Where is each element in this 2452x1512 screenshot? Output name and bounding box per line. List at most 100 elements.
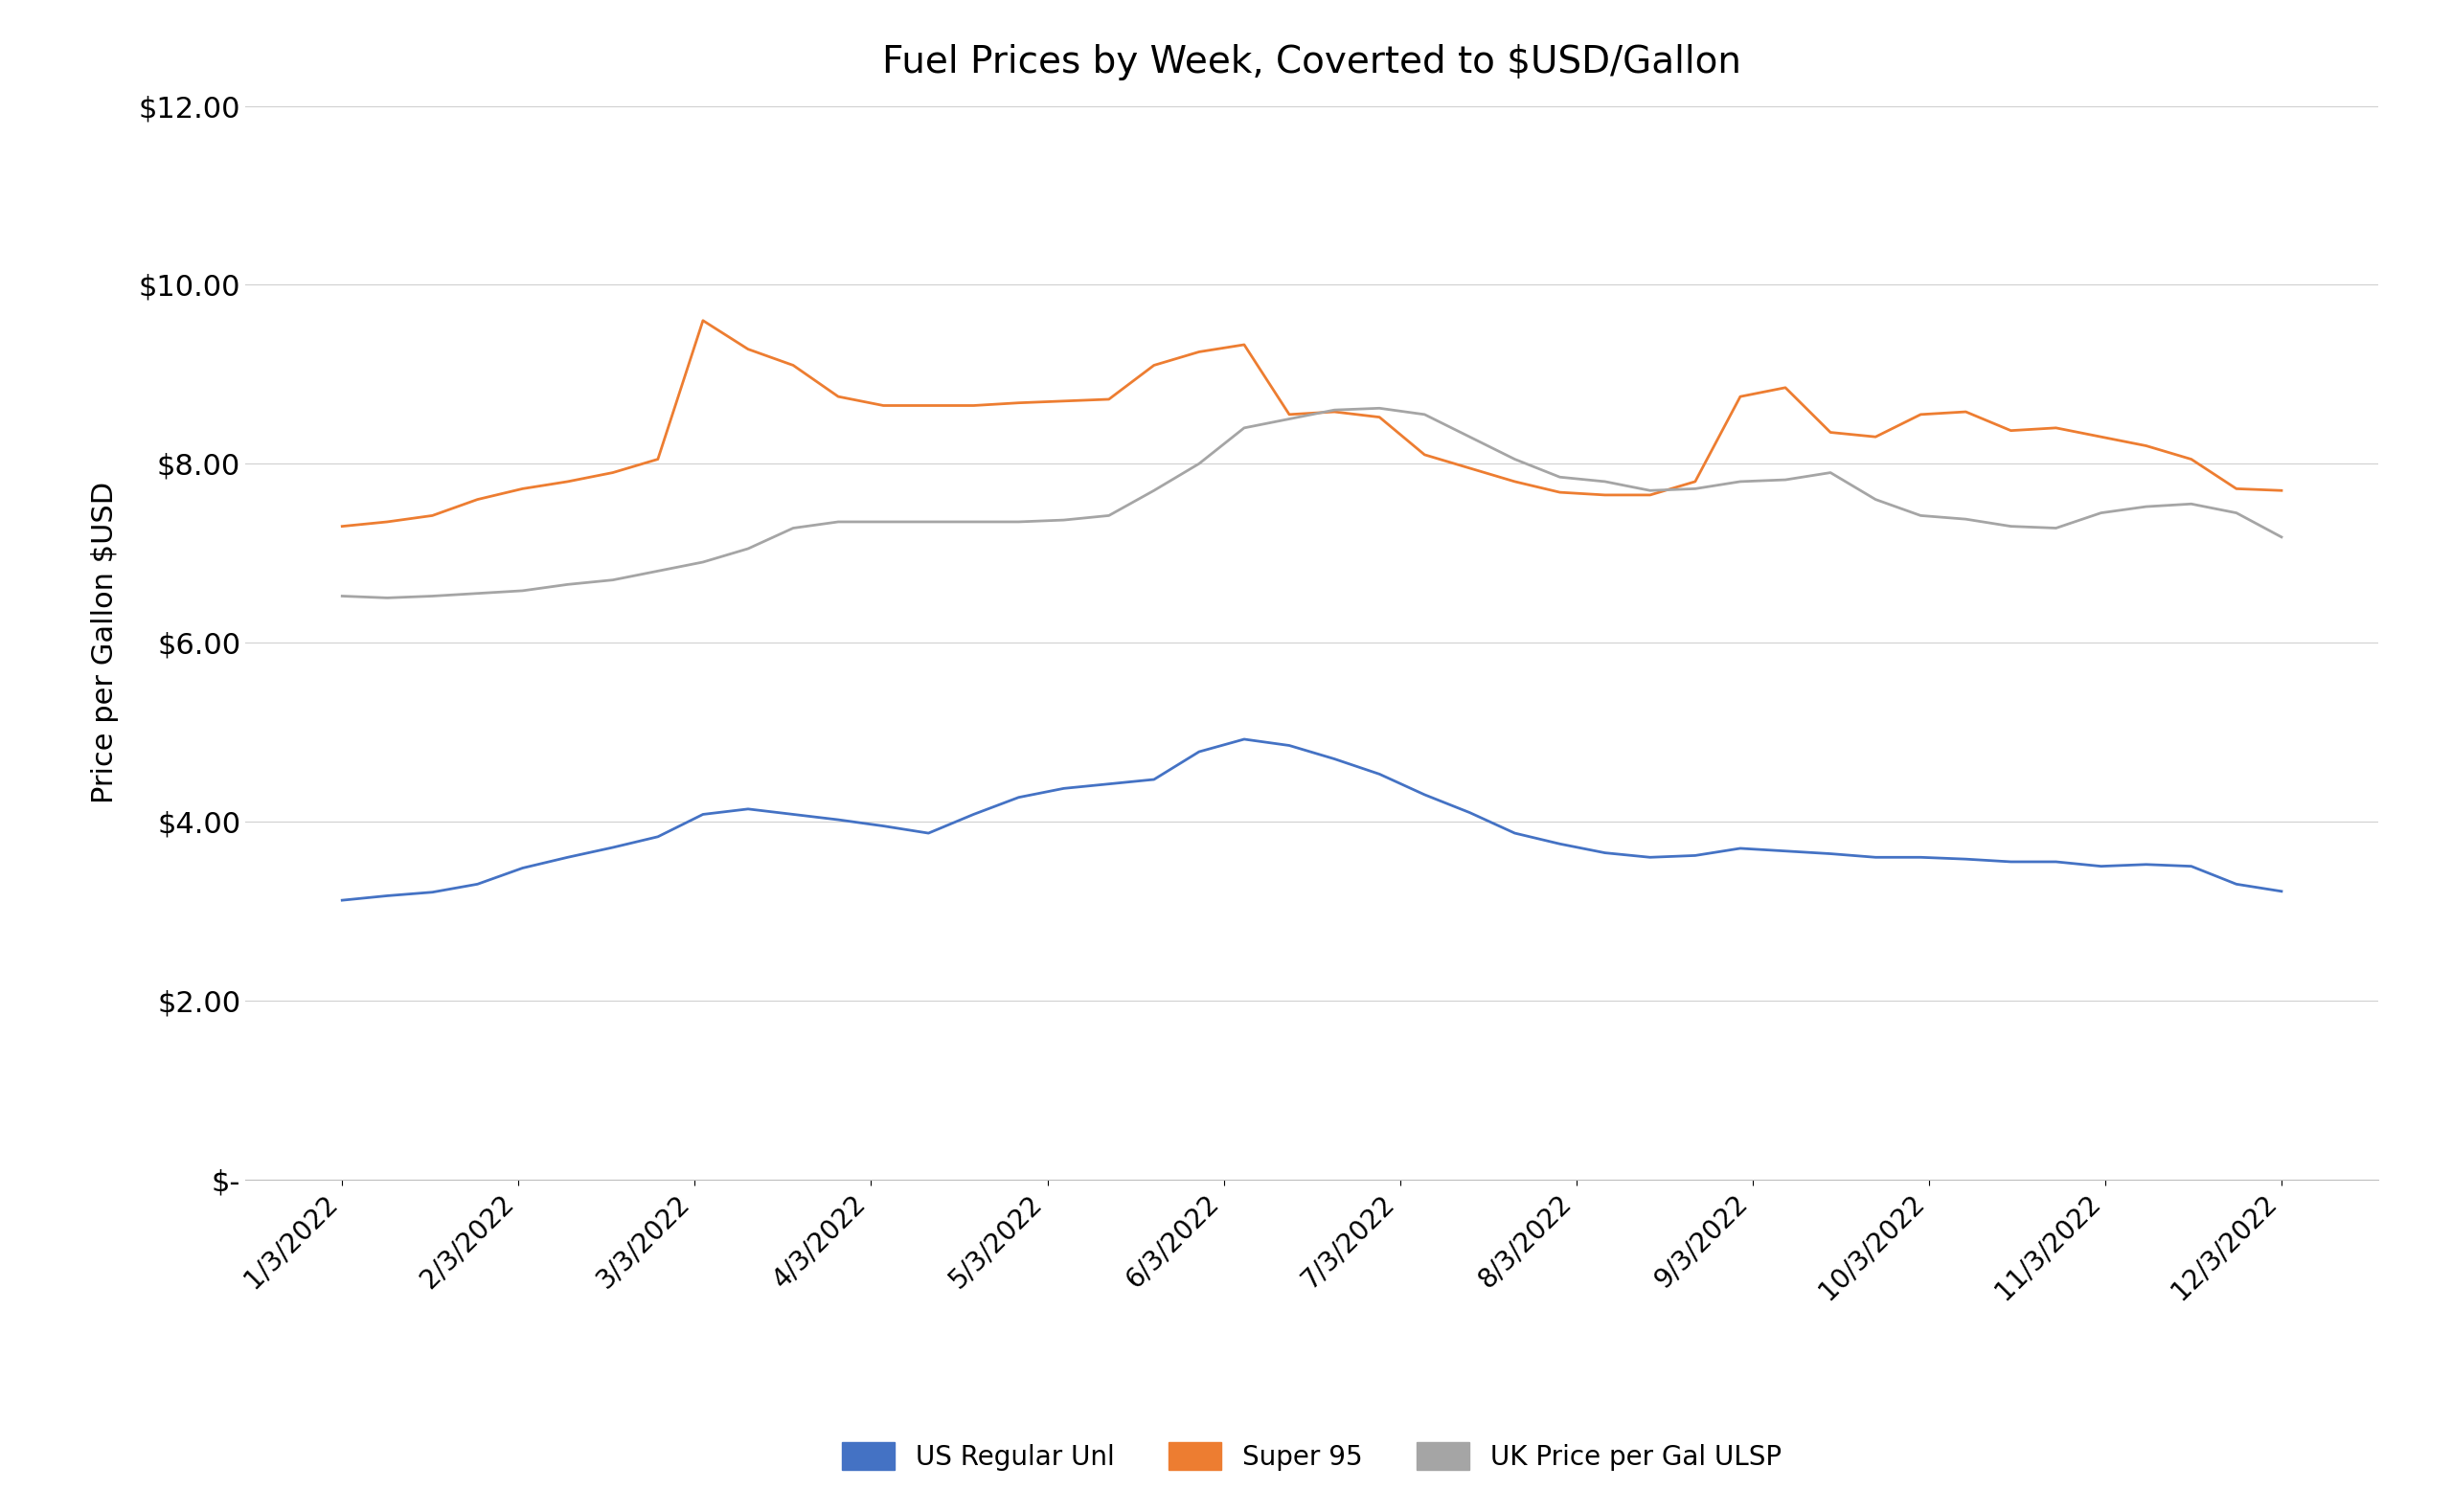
UK Price per Gal ULSP [598, 572, 628, 590]
Super 95 [2040, 419, 2069, 437]
UK Price per Gal ULSP [868, 513, 897, 531]
UK Price per Gal ULSP [733, 540, 763, 558]
Super 95 [329, 517, 358, 535]
US Regular Unl [2222, 875, 2251, 894]
UK Price per Gal ULSP [642, 562, 672, 581]
Super 95 [1770, 378, 1800, 396]
US Regular Unl [1905, 848, 1935, 866]
US Regular Unl [824, 810, 853, 829]
US Regular Unl [1094, 774, 1123, 792]
UK Price per Gal ULSP [417, 587, 446, 605]
UK Price per Gal ULSP [915, 513, 944, 531]
Super 95 [1410, 446, 1439, 464]
UK Price per Gal ULSP [1049, 511, 1079, 529]
US Regular Unl [508, 859, 537, 877]
UK Price per Gal ULSP [1545, 469, 1574, 487]
US Regular Unl [554, 848, 584, 866]
UK Price per Gal ULSP [1591, 472, 1621, 490]
US Regular Unl [1140, 771, 1170, 789]
US Regular Unl [463, 875, 493, 894]
Super 95 [1275, 405, 1304, 423]
UK Price per Gal ULSP [959, 513, 988, 531]
Super 95 [777, 357, 807, 375]
US Regular Unl [417, 883, 446, 901]
UK Price per Gal ULSP [2131, 497, 2160, 516]
Super 95 [1094, 390, 1123, 408]
UK Price per Gal ULSP [824, 513, 853, 531]
Super 95 [2131, 437, 2160, 455]
Line: US Regular Unl: US Regular Unl [343, 739, 2280, 900]
US Regular Unl [1861, 848, 1890, 866]
US Regular Unl [2177, 857, 2207, 875]
Super 95 [2266, 481, 2295, 499]
UK Price per Gal ULSP [1635, 481, 1665, 499]
UK Price per Gal ULSP [554, 576, 584, 594]
Line: Super 95: Super 95 [343, 321, 2280, 526]
UK Price per Gal ULSP [2266, 528, 2295, 546]
UK Price per Gal ULSP [1905, 507, 1935, 525]
UK Price per Gal ULSP [1275, 410, 1304, 428]
UK Price per Gal ULSP [2087, 503, 2116, 522]
UK Price per Gal ULSP [1228, 419, 1258, 437]
US Regular Unl [868, 816, 897, 835]
US Regular Unl [1275, 736, 1304, 754]
US Regular Unl [1545, 835, 1574, 853]
UK Price per Gal ULSP [689, 553, 718, 572]
US Regular Unl [373, 886, 402, 904]
UK Price per Gal ULSP [1501, 451, 1530, 469]
Super 95 [733, 340, 763, 358]
US Regular Unl [1770, 842, 1800, 860]
US Regular Unl [1591, 844, 1621, 862]
Super 95 [1861, 428, 1890, 446]
US Regular Unl [598, 838, 628, 856]
Super 95 [1952, 402, 1981, 420]
UK Price per Gal ULSP [1366, 399, 1395, 417]
Super 95 [2087, 428, 2116, 446]
Super 95 [1996, 422, 2025, 440]
Legend: US Regular Unl, Super 95, UK Price per Gal ULSP: US Regular Unl, Super 95, UK Price per G… [829, 1429, 1795, 1483]
UK Price per Gal ULSP [1319, 401, 1349, 419]
Super 95 [463, 490, 493, 508]
Super 95 [1817, 423, 1846, 442]
Super 95 [1184, 343, 1214, 361]
Super 95 [1501, 472, 1530, 490]
US Regular Unl [1410, 786, 1439, 804]
Super 95 [1228, 336, 1258, 354]
UK Price per Gal ULSP [1003, 513, 1032, 531]
Super 95 [642, 451, 672, 469]
UK Price per Gal ULSP [1094, 507, 1123, 525]
Super 95 [959, 396, 988, 414]
UK Price per Gal ULSP [1454, 428, 1483, 446]
US Regular Unl [1952, 850, 1981, 868]
UK Price per Gal ULSP [373, 588, 402, 606]
Super 95 [1140, 357, 1170, 375]
US Regular Unl [2087, 857, 2116, 875]
US Regular Unl [1184, 742, 1214, 761]
Super 95 [1366, 408, 1395, 426]
US Regular Unl [1003, 788, 1032, 806]
UK Price per Gal ULSP [1952, 510, 1981, 528]
Super 95 [2222, 479, 2251, 497]
US Regular Unl [1049, 779, 1079, 797]
US Regular Unl [1635, 848, 1665, 866]
US Regular Unl [1319, 750, 1349, 768]
US Regular Unl [329, 891, 358, 909]
UK Price per Gal ULSP [1140, 481, 1170, 499]
Super 95 [1905, 405, 1935, 423]
Super 95 [1635, 485, 1665, 503]
Super 95 [1319, 402, 1349, 420]
Super 95 [1680, 472, 1709, 490]
UK Price per Gal ULSP [463, 584, 493, 602]
Super 95 [689, 311, 718, 330]
Super 95 [868, 396, 897, 414]
Super 95 [373, 513, 402, 531]
UK Price per Gal ULSP [1817, 464, 1846, 482]
UK Price per Gal ULSP [329, 587, 358, 605]
UK Price per Gal ULSP [2222, 503, 2251, 522]
Super 95 [598, 464, 628, 482]
US Regular Unl [777, 806, 807, 824]
Super 95 [1591, 485, 1621, 503]
Super 95 [1545, 484, 1574, 502]
US Regular Unl [1996, 853, 2025, 871]
Super 95 [824, 387, 853, 405]
